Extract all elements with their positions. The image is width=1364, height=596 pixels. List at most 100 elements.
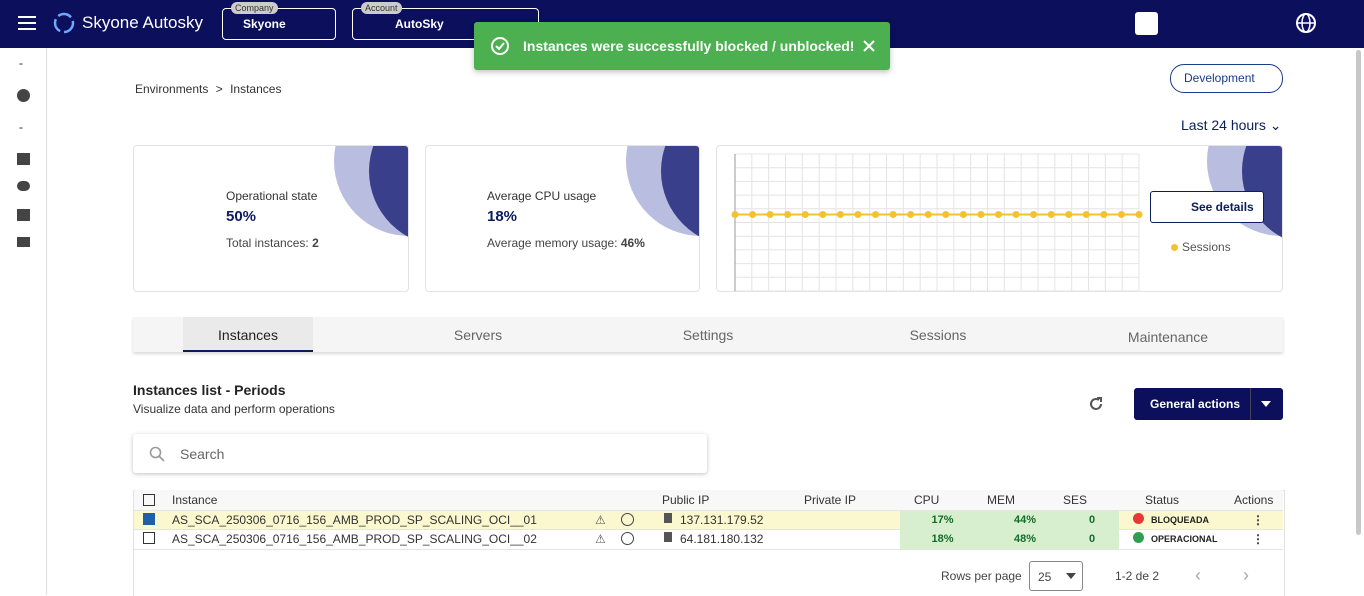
- active-tab-bg: [183, 317, 313, 352]
- status-label: OPERACIONAL: [1151, 534, 1218, 544]
- breadcrumb-item: Instances: [230, 82, 282, 96]
- search-box[interactable]: Search: [133, 434, 707, 473]
- warning-icon: ⚠: [595, 513, 606, 527]
- tab[interactable]: Servers: [453, 327, 503, 343]
- breadcrumb: Environments > Instances: [135, 82, 281, 96]
- copy-icon[interactable]: [664, 532, 672, 542]
- chart-legend: Sessions: [1171, 240, 1231, 254]
- period-selector[interactable]: Last 24 hours ⌄: [1181, 117, 1282, 133]
- sessions-point: [942, 211, 950, 218]
- sessions-point: [1135, 211, 1143, 218]
- row-actions: ⋮: [1252, 532, 1264, 546]
- tab[interactable]: Settings: [682, 327, 734, 343]
- table-header: [134, 490, 1283, 510]
- column-header[interactable]: CPU: [914, 493, 940, 507]
- period-label: Last 24 hours: [1181, 117, 1266, 133]
- sidebar-divider: -: [19, 56, 23, 70]
- environment-label: Development: [1184, 71, 1255, 85]
- table-row[interactable]: [134, 529, 1283, 550]
- sidebar-icon[interactable]: [17, 89, 30, 102]
- see-details-button[interactable]: See details: [1150, 191, 1264, 223]
- card-value: 50%: [226, 208, 257, 225]
- column-header[interactable]: Public IP: [662, 493, 710, 507]
- see-details-label: See details: [1191, 200, 1254, 214]
- search-icon: [149, 446, 165, 462]
- tab[interactable]: Instances: [218, 327, 278, 343]
- menu-icon[interactable]: [18, 15, 36, 31]
- sidebar-icon[interactable]: [17, 181, 30, 191]
- column-header[interactable]: MEM: [987, 493, 1015, 507]
- sessions-point: [766, 211, 774, 218]
- column-header[interactable]: SES: [1063, 493, 1088, 507]
- sessions-point: [889, 211, 897, 218]
- sessions-point: [1082, 211, 1090, 218]
- page-range: 1-2 de 2: [1115, 569, 1160, 583]
- toast-message: Instances were successfully blocked / un…: [523, 38, 855, 54]
- sidebar-icon[interactable]: [17, 237, 30, 247]
- instance-name: AS_SCA_250306_0716_156_AMB_PROD_SP_SCALI…: [172, 513, 537, 527]
- mem-cell: 44%: [985, 511, 1065, 530]
- sessions-point: [1065, 211, 1073, 218]
- sessions-point: [1030, 211, 1038, 218]
- ses-cell: 0: [1065, 530, 1119, 549]
- search-placeholder: Search: [180, 446, 225, 462]
- sidebar-icon[interactable]: [17, 153, 30, 165]
- sessions-point: [994, 211, 1002, 218]
- ses-cell: 0: [1065, 511, 1119, 530]
- card-detail-label: Average memory usage:: [487, 236, 618, 250]
- list-subtitle: Visualize data and perform operations: [133, 402, 335, 416]
- status-icon: [1133, 532, 1144, 543]
- sessions-point: [872, 211, 880, 218]
- info-icon: [621, 513, 634, 526]
- card-title: Average CPU usage: [487, 189, 597, 203]
- row-checkbox[interactable]: [143, 532, 155, 544]
- copy-icon[interactable]: [664, 513, 672, 523]
- column-header[interactable]: Private IP: [804, 493, 857, 507]
- dropdown-icon[interactable]: [1261, 401, 1271, 407]
- prev-page[interactable]: ‹: [1195, 565, 1201, 585]
- sessions-card: See details Sessions: [716, 145, 1283, 292]
- rows-per-page-select[interactable]: 25: [1029, 561, 1083, 591]
- legend-label: Sessions: [1182, 240, 1231, 254]
- rows-per-page-label: Rows per page: [941, 569, 1022, 583]
- environment-button[interactable]: Development: [1170, 64, 1283, 93]
- tab[interactable]: Sessions: [909, 327, 967, 343]
- column-header[interactable]: Instance: [172, 493, 218, 507]
- sessions-point: [1117, 211, 1125, 218]
- general-actions-button[interactable]: General actions: [1134, 388, 1283, 420]
- tab-bar: [133, 317, 1283, 352]
- account-value: AutoSky: [395, 17, 444, 31]
- cpu-cell: 18%: [900, 530, 985, 549]
- account-select[interactable]: Account AutoSky: [352, 2, 539, 40]
- user-icon[interactable]: [1135, 12, 1158, 35]
- card-detail-label: Total instances:: [226, 236, 309, 250]
- company-value: Skyone: [243, 17, 286, 31]
- company-select[interactable]: Company Skyone: [222, 2, 336, 40]
- tab[interactable]: Maintenance: [1127, 329, 1209, 345]
- language-icon[interactable]: [1295, 12, 1317, 34]
- dropdown-icon: [1066, 573, 1076, 579]
- scrollbar: [1356, 50, 1361, 535]
- sessions-chart: [731, 153, 1143, 291]
- breadcrumb-item[interactable]: Environments: [135, 82, 209, 96]
- sessions-point: [731, 211, 739, 218]
- next-page[interactable]: ›: [1243, 565, 1249, 585]
- card-value: 18%: [487, 208, 518, 225]
- sessions-point: [1012, 211, 1020, 218]
- sidebar-icon[interactable]: [17, 209, 30, 221]
- stat-card: Operational state 50% Total instances: 2: [133, 145, 409, 292]
- public-ip: 137.131.179.52: [680, 513, 764, 527]
- sessions-point: [749, 211, 757, 218]
- sessions-point: [819, 211, 827, 218]
- toast-close[interactable]: [863, 40, 875, 52]
- sessions-point: [854, 211, 862, 218]
- column-header[interactable]: Status: [1145, 493, 1180, 507]
- sessions-point: [784, 211, 792, 218]
- status-icon: [1133, 513, 1144, 524]
- logo: [53, 12, 75, 34]
- refresh-icon[interactable]: [1088, 396, 1104, 412]
- row-checkbox[interactable]: [143, 513, 155, 525]
- toast-icon: [491, 37, 509, 55]
- select-all-checkbox[interactable]: [143, 494, 155, 506]
- rows-per-page-value: 25: [1038, 570, 1052, 584]
